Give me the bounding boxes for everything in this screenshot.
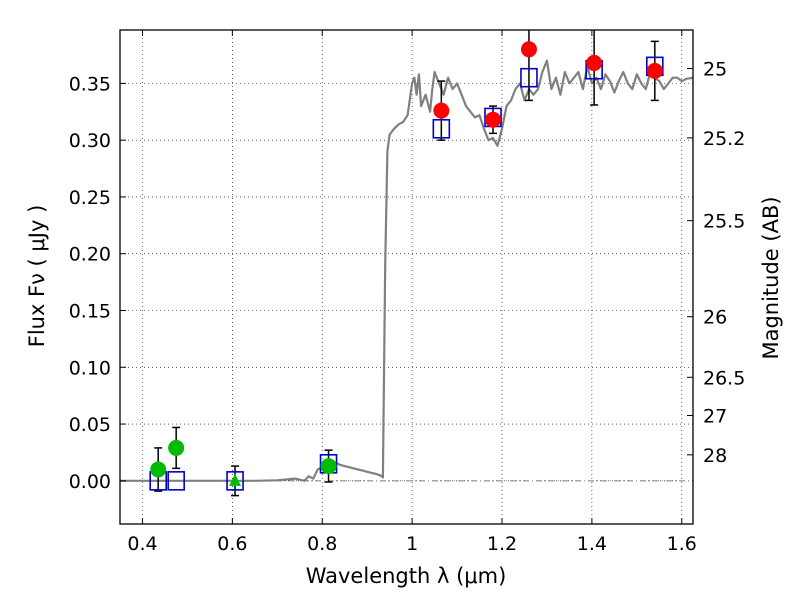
x-tick-label: 1.2 <box>487 533 517 555</box>
observed-red-point <box>520 41 537 58</box>
model-point-square <box>226 471 244 491</box>
right-axis-label: Magnitude (AB) <box>759 196 783 359</box>
x-tick-label: 1.6 <box>667 533 697 555</box>
observed-green-point <box>320 458 337 475</box>
model-point-square <box>432 119 451 139</box>
y-tick-label: 0.35 <box>69 73 111 95</box>
observed-red-point <box>485 111 502 128</box>
x-tick-label: 0.8 <box>307 533 337 555</box>
mag-tick-label: 28 <box>703 445 727 467</box>
plot-area <box>120 30 693 497</box>
mag-tick-label: 25.5 <box>703 211 745 233</box>
axis-ticks: 0.4 0.6 0.8 1 1.2 1.4 1.6 0.00 0.05 0.10 0.15 0.20 0… <box>69 30 745 555</box>
y-tick-label: 0.15 <box>69 301 111 323</box>
grid-lines <box>120 30 693 524</box>
x-tick-label: 0.4 <box>127 533 157 555</box>
x-tick-label: 0.6 <box>217 533 247 555</box>
x-tick-label: 1 <box>406 533 418 555</box>
y-axis-label: Flux Fν ( μJy ) <box>25 205 49 348</box>
mag-tick-label: 25.2 <box>703 128 745 150</box>
mag-tick-label: 26 <box>703 307 727 329</box>
observed-red-point <box>646 62 663 79</box>
mag-tick-label: 27 <box>703 405 727 427</box>
observed-red-point <box>586 54 603 71</box>
mag-tick-label: 25 <box>703 59 727 81</box>
y-tick-label: 0.25 <box>69 187 111 209</box>
y-tick-label: 0.20 <box>69 244 111 266</box>
observed-green-triangle <box>229 473 242 486</box>
observed-red-point <box>433 102 450 119</box>
observed-green-point <box>168 439 185 456</box>
mag-tick-label: 26.5 <box>703 367 745 389</box>
x-tick-label: 1.4 <box>577 533 607 555</box>
x-axis-label: Wavelength λ (μm) <box>306 564 507 588</box>
model-spectrum-line <box>120 59 693 482</box>
plot-frame <box>119 29 694 525</box>
y-tick-label: 0.05 <box>69 414 111 436</box>
y-tick-label: 0.10 <box>69 357 111 379</box>
y-tick-label: 0.00 <box>69 471 111 493</box>
model-point-square <box>167 471 185 491</box>
y-tick-label: 0.30 <box>69 130 111 152</box>
model-point-square <box>520 67 538 88</box>
observed-green-point <box>150 461 167 478</box>
